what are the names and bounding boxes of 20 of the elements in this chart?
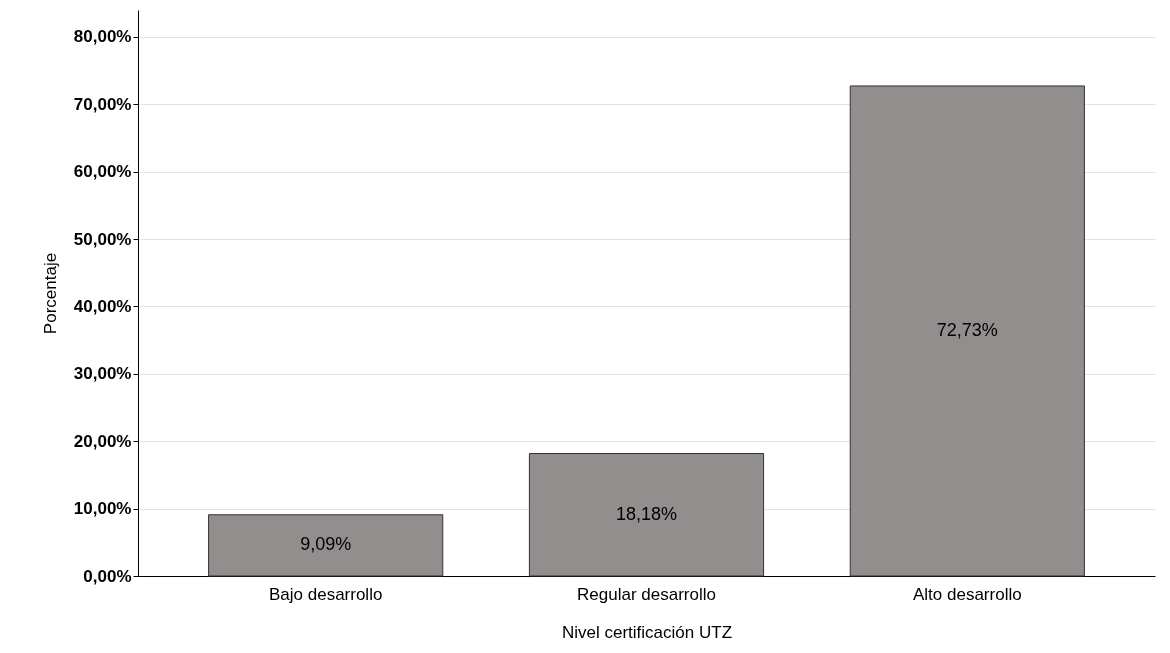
y-axis-title: Porcentaje xyxy=(40,252,60,335)
data-label: 18,18% xyxy=(615,503,678,524)
y-tick-label: 10,00% xyxy=(73,499,132,519)
y-tick-label: 40,00% xyxy=(73,296,132,316)
x-tick-label: Alto desarrollo xyxy=(912,584,1022,604)
bar xyxy=(528,453,765,577)
y-tick-label: 60,00% xyxy=(73,162,132,182)
bar xyxy=(849,85,1085,577)
data-label: 9,09% xyxy=(300,534,352,555)
y-tick-label: 0,00% xyxy=(83,566,132,586)
y-tick-label: 70,00% xyxy=(73,94,132,114)
data-label: 72,73% xyxy=(936,319,998,340)
x-tick-label: Regular desarrollo xyxy=(577,584,716,604)
y-tick-label: 80,00% xyxy=(73,27,132,47)
x-tick-label: Bajo desarrollo xyxy=(268,584,383,604)
y-tick-label: 20,00% xyxy=(73,431,132,451)
y-tick-label: 30,00% xyxy=(73,364,132,384)
bar xyxy=(208,514,444,577)
x-axis-title: Nivel certificación UTZ xyxy=(561,622,733,642)
y-tick-label: 50,00% xyxy=(73,229,132,249)
